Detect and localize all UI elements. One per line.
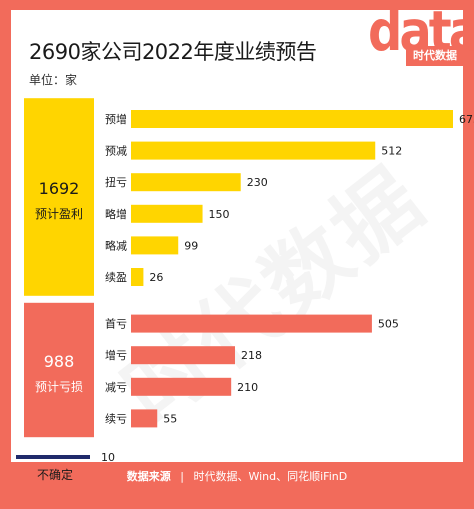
group-label-2: 不确定 <box>37 467 73 482</box>
bar <box>131 377 232 396</box>
data-label: 230 <box>247 176 268 189</box>
bar <box>131 141 376 160</box>
group-total-1: 988 <box>44 352 75 371</box>
group-box-1 <box>24 302 94 438</box>
footer-source: 时代数据、Wind、同花顺iFinD <box>193 470 348 483</box>
bar <box>131 268 144 286</box>
category-label: 扭亏 <box>105 175 127 189</box>
group-label-1: 预计亏损 <box>35 380 83 394</box>
data-label: 55 <box>163 412 177 425</box>
category-label: 首亏 <box>105 317 127 331</box>
unit-label: 单位：家 <box>29 73 78 87</box>
category-label: 略增 <box>105 207 127 221</box>
brand-logo: data 时代数据 <box>368 4 474 78</box>
bar <box>131 346 235 365</box>
data-label: 505 <box>378 318 399 331</box>
category-label: 预增 <box>105 112 127 126</box>
footer-label: 数据来源 <box>126 470 171 483</box>
category-label: 续亏 <box>105 411 127 425</box>
category-label: 预减 <box>105 145 127 158</box>
bar <box>131 236 179 255</box>
uncertain-marker <box>16 455 90 459</box>
logo-tag: 时代数据 <box>406 46 464 66</box>
data-label: 99 <box>184 239 198 252</box>
bar <box>131 110 453 128</box>
bar <box>131 314 372 333</box>
bar <box>131 173 241 192</box>
data-label: 150 <box>209 208 230 221</box>
bar <box>131 409 158 428</box>
group-box-0 <box>24 98 94 296</box>
data-label: 675 <box>459 113 474 126</box>
data-label: 512 <box>381 145 402 158</box>
group-total-0: 1692 <box>39 179 80 198</box>
data-label: 210 <box>237 381 258 394</box>
data-label: 26 <box>149 271 163 284</box>
footer: 数据来源 | 时代数据、Wind、同花顺iFinD <box>11 462 463 492</box>
page-title: 2690家公司2022年度业绩预告 <box>29 40 317 64</box>
data-label: 10 <box>101 451 115 464</box>
data-label: 218 <box>241 349 262 362</box>
category-label: 略减 <box>105 238 127 252</box>
category-label: 增亏 <box>105 348 127 362</box>
group-label-0: 预计盈利 <box>35 207 83 221</box>
footer-separator: | <box>180 470 184 483</box>
category-label: 减亏 <box>105 381 127 394</box>
bar <box>131 204 203 223</box>
category-label: 续盈 <box>105 270 127 284</box>
